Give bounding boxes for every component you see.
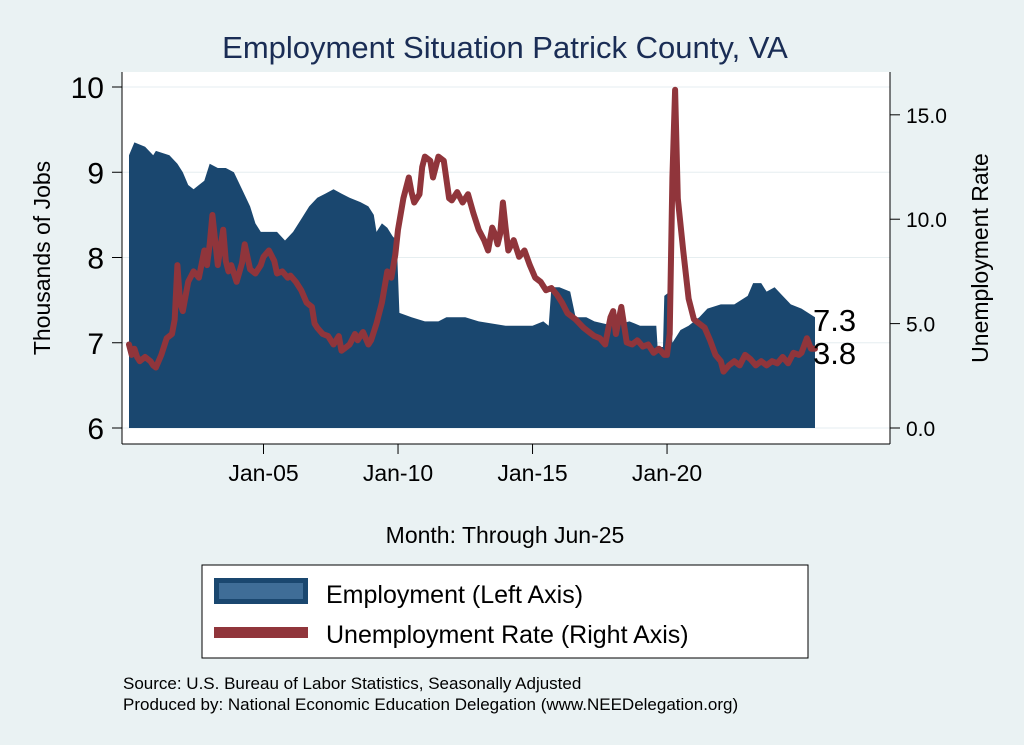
legend-swatch-unemployment [214,627,308,638]
left-tick-label: 6 [87,413,104,446]
left-tick-label: 9 [87,157,104,190]
right-tick-label: 15.0 [906,105,947,128]
employment-area [129,142,815,428]
left-axis-title: Thousands of Jobs [29,161,55,355]
right-tick-label: 10.0 [906,209,947,232]
producer-note: Produced by: National Economic Education… [123,695,738,714]
right-tick-label: 0.0 [906,418,935,441]
x-tick-label: Jan-20 [632,460,702,486]
unemployment-rate-line [126,86,818,375]
legend: Employment (Left Axis) Unemployment Rate… [201,564,809,659]
chart-title: Employment Situation Patrick County, VA [222,30,788,65]
legend-label-unemployment: Unemployment Rate (Right Axis) [326,621,689,649]
x-tick-label: Jan-15 [497,460,567,486]
legend-swatch-employment-inner [219,583,303,599]
x-tick-label: Jan-05 [228,460,298,486]
left-tick-label: 8 [87,243,104,276]
source-note: Source: U.S. Bureau of Labor Statistics,… [123,674,581,693]
unemployment-end-label: 3.8 [813,336,856,371]
axis-ticks: 6 7 8 9 10 0.0 5.0 10.0 15.0 Jan-05 Jan-10 Jan-15 Ja… [71,72,947,486]
left-tick-label: 7 [87,328,104,361]
x-axis-title: Month: Through Jun-25 [386,522,625,548]
right-axis-title: Unemployment Rate [967,153,993,363]
x-tick-label: Jan-10 [363,460,433,486]
left-tick-label: 10 [71,72,104,105]
right-tick-label: 5.0 [906,314,935,337]
employment-end-label: 7.3 [813,303,856,338]
legend-label-employment: Employment (Left Axis) [326,581,583,609]
